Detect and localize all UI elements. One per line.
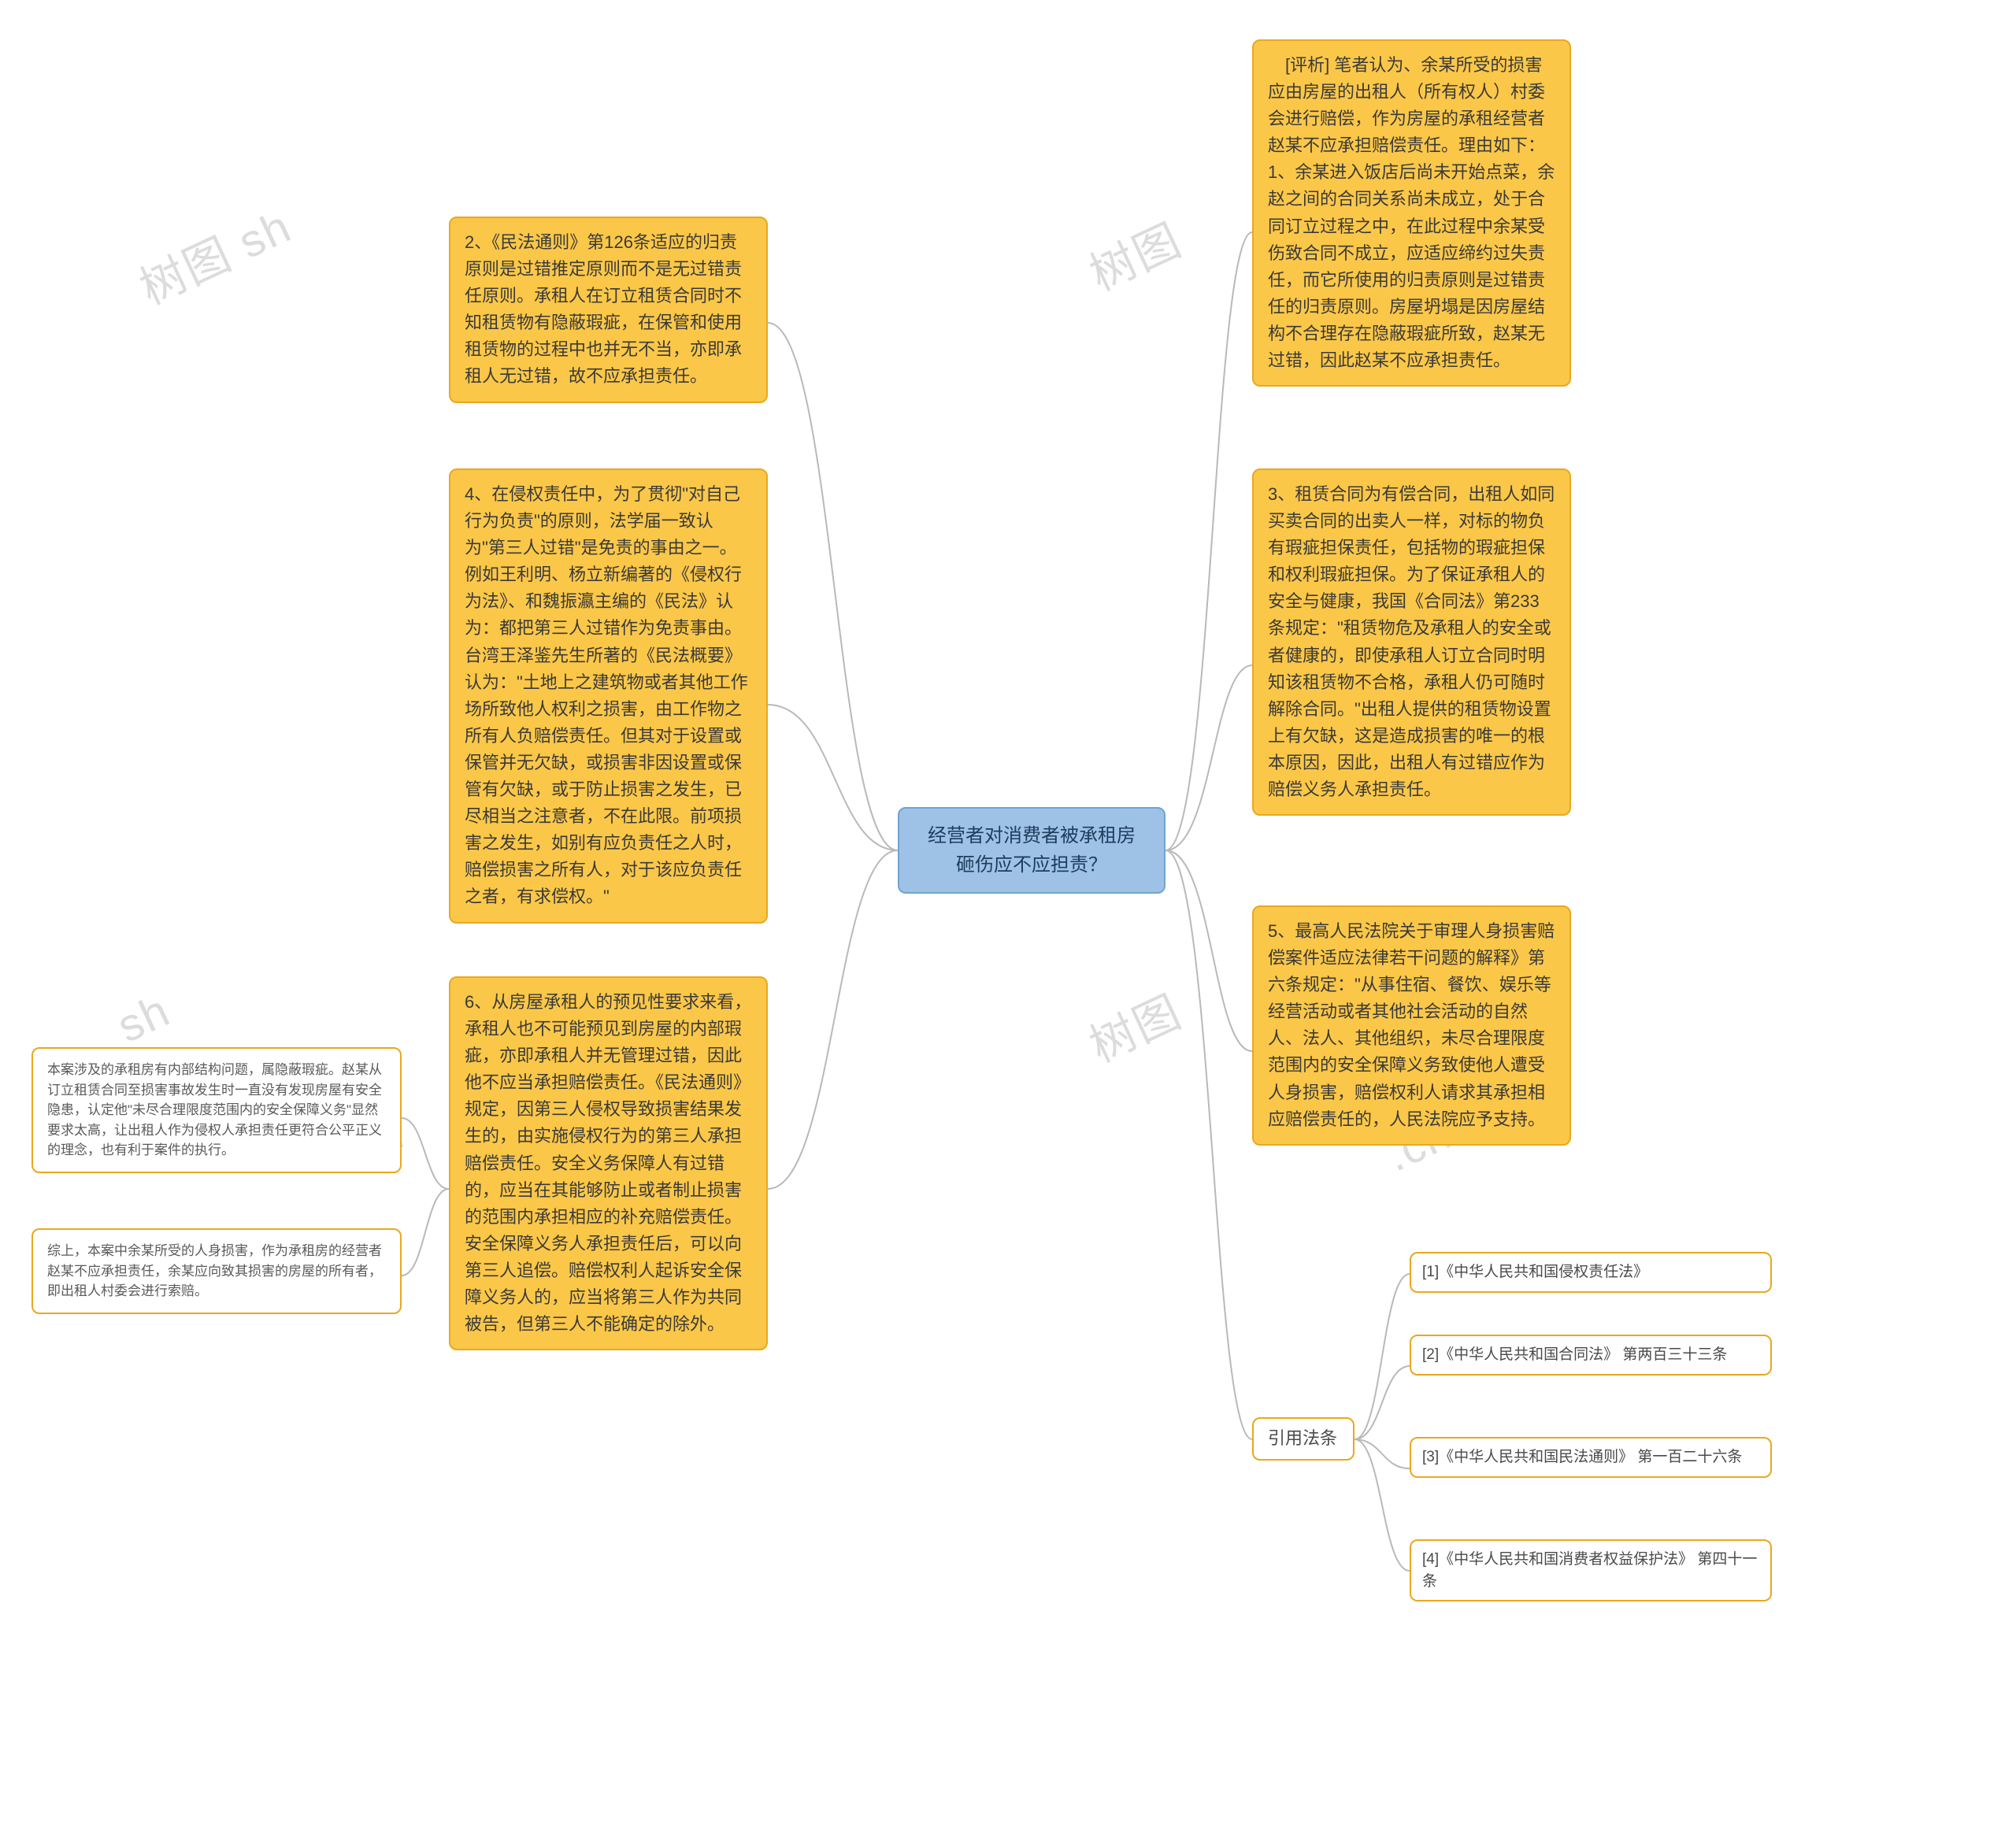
- ref-law-1[interactable]: [1]《中华人民共和国侵权责任法》: [1410, 1252, 1772, 1293]
- root-node[interactable]: 经营者对消费者被承租房 砸伤应不应担责？: [898, 807, 1166, 894]
- ref-law-4[interactable]: [4]《中华人民共和国消费者权益保护法》 第四十一条: [1410, 1539, 1772, 1601]
- ref-law-2[interactable]: [2]《中华人民共和国合同法》 第两百三十三条: [1410, 1335, 1772, 1376]
- mindmap-canvas: 树图 sh 树图 sh 树图 .cn .cn 经营者对消费者被承租房 砸伤应不应…: [0, 0, 2016, 1844]
- node-2[interactable]: 2、《民法通则》第126条适应的归责原则是过错推定原则而不是无过错责任原则。承租…: [449, 217, 768, 403]
- node-analysis[interactable]: [评析] 笔者认为、余某所受的损害应由房屋的出租人（所有权人）村委会进行赔偿，作…: [1252, 39, 1571, 387]
- node-3[interactable]: 3、租赁合同为有偿合同，出租人如同买卖合同的出卖人一样，对标的物负有瑕疵担保责任…: [1252, 468, 1571, 816]
- ref-law-3[interactable]: [3]《中华人民共和国民法通则》 第一百二十六条: [1410, 1437, 1772, 1478]
- node-4[interactable]: 4、在侵权责任中，为了贯彻"对自己行为负责"的原则，法学届一致认为"第三人过错"…: [449, 468, 768, 924]
- node-6-sub-1[interactable]: 本案涉及的承租房有内部结构问题，属隐蔽瑕疵。赵某从订立租赁合同至损害事故发生时一…: [32, 1047, 402, 1173]
- watermark: 树图: [1077, 976, 1191, 1076]
- node-6[interactable]: 6、从房屋承租人的预见性要求来看，承租人也不可能预见到房屋的内部瑕疵，亦即承租人…: [449, 976, 768, 1350]
- watermark: sh: [109, 983, 178, 1053]
- watermark: 树图 sh: [128, 190, 301, 317]
- watermark: 树图: [1077, 204, 1191, 304]
- node-6-sub-2[interactable]: 综上，本案中余某所受的人身损害，作为承租房的经营者赵某不应承担责任，余某应向致其…: [32, 1228, 402, 1314]
- node-5[interactable]: 5、最高人民法院关于审理人身损害赔偿案件适应法律若干问题的解释》第六条规定："从…: [1252, 905, 1571, 1146]
- node-references[interactable]: 引用法条: [1252, 1417, 1354, 1461]
